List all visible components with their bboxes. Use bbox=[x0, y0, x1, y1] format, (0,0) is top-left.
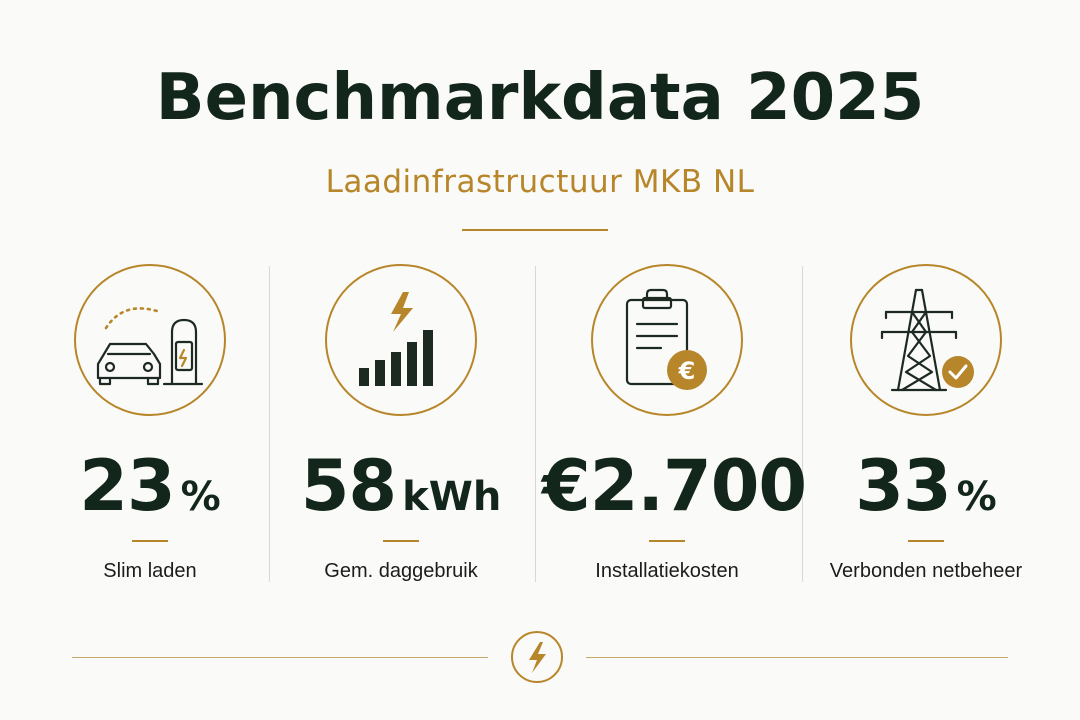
footer-badge bbox=[511, 631, 563, 683]
stat-number: €2.700 bbox=[542, 445, 807, 527]
column-divider bbox=[802, 266, 803, 582]
stat-number: 33 bbox=[855, 445, 951, 527]
power-pylon-check-icon bbox=[880, 288, 974, 392]
stat-number: 23 bbox=[79, 445, 175, 527]
title-divider bbox=[462, 229, 608, 231]
stat-label: Verbonden netbeheer bbox=[829, 560, 1023, 582]
stat-number: 58 bbox=[300, 445, 397, 527]
column-divider bbox=[269, 266, 270, 582]
invoice-euro-icon: € bbox=[625, 288, 707, 390]
page-subtitle: Laadinfrastructuur MKB NL bbox=[325, 164, 755, 200]
stat-card-installatiekosten: € €2.700 Installatiekosten bbox=[542, 264, 807, 594]
stat-card-daggebruik: 58 kWh Gem. daggebruik bbox=[276, 264, 526, 594]
svg-text:€: € bbox=[678, 357, 696, 385]
stat-label: Slim laden bbox=[103, 560, 197, 582]
column-divider bbox=[535, 266, 536, 582]
stat-divider bbox=[908, 540, 944, 542]
stat-value: 58 kWh bbox=[276, 444, 526, 548]
stat-unit: % bbox=[180, 474, 221, 520]
stat-unit: % bbox=[956, 474, 997, 520]
stat-divider bbox=[649, 540, 685, 542]
stat-value: 33% bbox=[801, 444, 1051, 548]
footer-line-left bbox=[72, 657, 488, 658]
ev-charging-car-icon bbox=[96, 307, 204, 386]
icon-badge bbox=[325, 264, 477, 416]
stat-card-netbeheer: 33% Verbonden netbeheer bbox=[801, 264, 1051, 594]
stat-unit: kWh bbox=[402, 474, 502, 520]
icon-badge bbox=[74, 264, 226, 416]
stat-label: Gem. daggebruik bbox=[324, 560, 478, 582]
stat-value: 23% bbox=[25, 444, 275, 548]
energy-usage-bars-icon bbox=[359, 292, 433, 386]
stat-label: Installatiekosten bbox=[595, 560, 739, 582]
stat-value: €2.700 bbox=[542, 444, 807, 548]
lightning-bolt-icon bbox=[529, 642, 546, 673]
stat-divider bbox=[383, 540, 419, 542]
icon-badge: € bbox=[591, 264, 743, 416]
stat-divider bbox=[132, 540, 168, 542]
page-title: Benchmarkdata 2025 bbox=[155, 61, 925, 135]
icon-badge bbox=[850, 264, 1002, 416]
footer-line-right bbox=[586, 657, 1008, 658]
stat-card-slim-laden: 23% Slim laden bbox=[25, 264, 275, 594]
